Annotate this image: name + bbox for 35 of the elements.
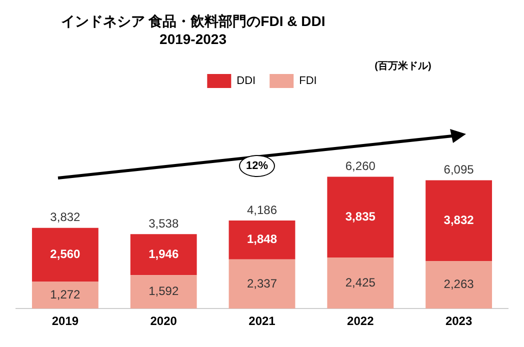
- x-tick-label: 2022: [347, 314, 374, 328]
- bar: [32, 228, 98, 282]
- data-label: 3,832: [444, 212, 474, 227]
- data-label: 2,337: [246, 276, 278, 290]
- bar: [130, 275, 197, 309]
- x-tick-label: 2023: [445, 314, 472, 328]
- bar: [32, 282, 98, 309]
- total-label: 4,186: [246, 202, 278, 217]
- bar: [130, 234, 197, 276]
- legend-label: DDI: [236, 75, 256, 88]
- bar: [228, 259, 296, 309]
- legend-label: FDI: [299, 75, 317, 88]
- data-label: 2,425: [345, 275, 376, 290]
- total-label: 6,095: [444, 162, 474, 177]
- data-label: 1,848: [246, 232, 278, 246]
- text: 12%: [239, 155, 275, 177]
- text: (百万米ドル): [374, 60, 432, 72]
- total-label: 3,538: [148, 216, 179, 230]
- x-tick-label: 2020: [150, 314, 178, 328]
- total-label: 3,832: [50, 210, 81, 224]
- bar: [327, 176, 394, 258]
- total-label: 6,260: [345, 159, 376, 174]
- x-tick-label: 2021: [248, 314, 276, 328]
- bar: [426, 180, 492, 261]
- bar: [327, 258, 394, 309]
- data-label: 3,835: [345, 209, 376, 224]
- data-label: 1,272: [50, 288, 81, 302]
- bar: [426, 260, 492, 309]
- data-label: 1,946: [148, 246, 179, 261]
- data-label: 1,592: [148, 284, 179, 298]
- data-label: 2,263: [444, 277, 474, 292]
- chart-title: インドネシア 食品・飲料部門のFDI & DDI 2019-2023: [60, 12, 326, 47]
- bar: [228, 220, 296, 260]
- data-label: 2,560: [50, 247, 81, 262]
- x-tick-label: 2019: [52, 314, 79, 328]
